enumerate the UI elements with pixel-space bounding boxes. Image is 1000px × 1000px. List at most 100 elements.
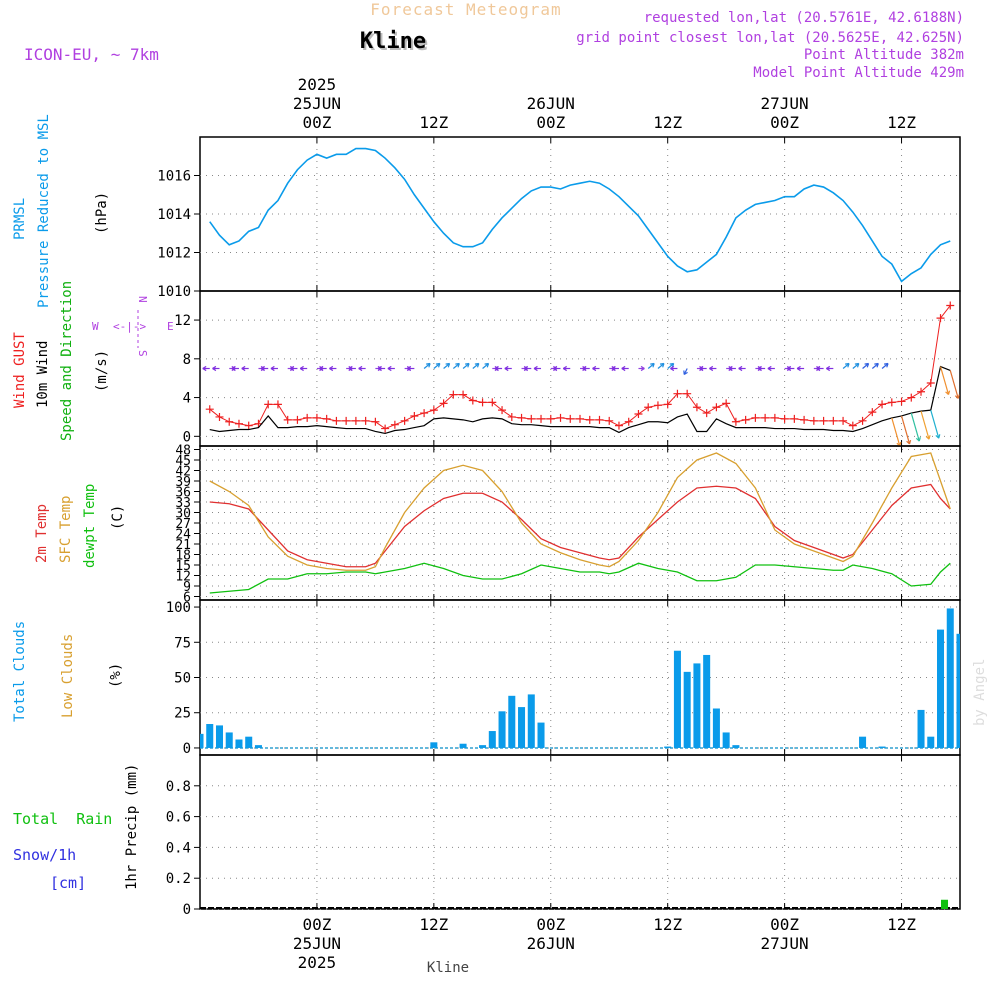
gust-marker: [897, 397, 906, 406]
direction-arrowhead: [241, 365, 246, 372]
gust-marker: [390, 420, 399, 429]
gust-marker: [644, 403, 653, 412]
direction-arrowhead: [435, 362, 441, 368]
direction-arrowhead: [925, 435, 931, 440]
gust-marker: [371, 417, 380, 426]
gust-marker: [702, 409, 711, 418]
dewpt-line: [209, 562, 951, 594]
gust-marker: [878, 400, 887, 409]
gust-marker: [634, 410, 643, 419]
y-tick-label: 48: [175, 444, 191, 459]
direction-arrowhead: [945, 390, 951, 396]
y-tick-label: 6: [183, 591, 191, 606]
top-time-label: 12Z: [887, 113, 916, 132]
gust-marker: [332, 416, 341, 425]
top-time-label: 2025: [298, 75, 337, 94]
cloud-bar: [498, 711, 506, 748]
rain-label: Total Rain: [13, 810, 112, 828]
direction-arrowhead: [582, 365, 587, 372]
direction-arrowhead: [329, 365, 334, 372]
direction-arrowhead: [212, 365, 217, 372]
y-tick-label: 30: [175, 507, 191, 522]
cloud-bar: [479, 745, 487, 748]
cloud-bar: [946, 608, 954, 748]
gust-marker: [400, 416, 409, 425]
gust-marker: [420, 409, 429, 418]
cloud-bar: [712, 708, 720, 748]
compass-arrow: <-|->: [113, 320, 146, 333]
gust-marker: [585, 415, 594, 424]
gust-marker: [537, 414, 546, 423]
cloud-bar: [927, 736, 935, 748]
gust-marker: [556, 413, 565, 422]
direction-arrow: [433, 363, 441, 369]
gust-marker: [712, 403, 721, 412]
top-time-label: 00Z: [536, 113, 565, 132]
compass-north: N: [136, 296, 149, 303]
y-tick-label: 4: [183, 391, 191, 407]
gust-marker: [244, 421, 253, 430]
model-label: ICON-EU, ~ 7km: [24, 45, 159, 64]
gust-marker: [351, 416, 360, 425]
y-tick-label: 0: [183, 902, 191, 918]
gust-marker: [946, 301, 955, 310]
direction-arrow: [900, 415, 911, 445]
bottom-time-label: 12Z: [419, 915, 448, 934]
direction-arrow: [949, 370, 959, 399]
gust-marker: [780, 414, 789, 423]
gust-marker: [234, 419, 243, 428]
gust-marker: [731, 417, 740, 426]
top-time-label: 00Z: [770, 113, 799, 132]
y-tick-label: 12: [174, 313, 191, 329]
gust-marker: [566, 414, 575, 423]
direction-arrow: [667, 363, 675, 369]
gust-marker: [342, 416, 351, 425]
gust-marker: [517, 413, 526, 422]
direction-arrowhead: [738, 365, 743, 372]
gust-marker: [907, 393, 916, 402]
cloud-bar: [878, 746, 886, 748]
gust-marker: [800, 415, 809, 424]
info-line-3: Point Altitude 382m: [804, 47, 964, 63]
y-tick-label: 100: [166, 600, 191, 616]
direction-arrowhead: [592, 365, 597, 372]
gust-marker: [283, 415, 292, 424]
gust-marker: [439, 399, 448, 408]
y-tick-label: 15: [175, 559, 191, 574]
total-clouds-label: Total Clouds: [12, 621, 28, 722]
direction-arrowhead: [348, 365, 353, 372]
direction-arrowhead: [621, 365, 626, 372]
direction-arrow: [862, 363, 869, 369]
sfc-temp-line: [209, 452, 951, 571]
y-tick-label: 21: [175, 538, 191, 553]
bottom-time-label: 27JUN: [761, 934, 809, 953]
gust-marker: [692, 403, 701, 412]
direction-arrowhead: [935, 434, 941, 439]
gust-marker: [926, 379, 935, 388]
y-tick-label: 9: [183, 580, 191, 595]
pressure-label-1: PRMSL: [12, 198, 28, 240]
gust-marker: [361, 416, 370, 425]
gust-marker: [663, 400, 672, 409]
cloud-bar: [254, 745, 262, 748]
top-time-label: 26JUN: [527, 94, 575, 113]
gust-marker: [653, 401, 662, 410]
bottom-time-label: 26JUN: [527, 934, 575, 953]
cloud-bar: [235, 739, 243, 748]
y-tick-label: 0: [183, 429, 191, 445]
y-tick-label: 0.8: [166, 779, 191, 795]
wind-label: 10m Wind: [35, 341, 51, 408]
direction-arrowhead: [845, 362, 850, 368]
y-tick-label: 25: [174, 706, 191, 722]
cloud-bar: [956, 633, 960, 748]
precip-unit: 1hr Precip (mm): [124, 764, 140, 890]
gust-marker: [312, 413, 321, 422]
direction-arrow: [920, 410, 930, 440]
direction-arrowhead: [906, 439, 912, 445]
direction-arrowhead: [562, 365, 567, 372]
cloud-bar: [206, 724, 214, 748]
gust-marker: [303, 413, 312, 422]
dewpt-label: dewpt Temp: [82, 484, 98, 568]
direction-arrowhead: [864, 362, 870, 368]
